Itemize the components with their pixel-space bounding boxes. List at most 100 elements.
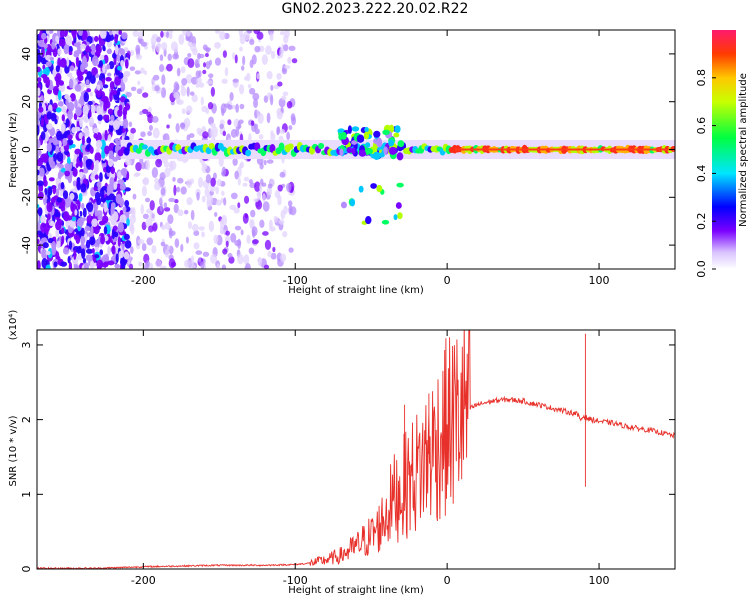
- noise-blob: [262, 231, 269, 236]
- noise-blob: [122, 118, 129, 129]
- signal-blob: [141, 144, 148, 150]
- colorbar-tick-label: 0.0: [695, 260, 708, 278]
- snr-x-ticks: -200 -100 0 100: [131, 330, 610, 587]
- noise-blob: [155, 43, 161, 53]
- noise-blob: [254, 181, 261, 193]
- noise-blob: [100, 234, 106, 245]
- noise-blob: [64, 64, 70, 74]
- noise-blob: [154, 182, 161, 191]
- noise-blob: [94, 174, 99, 180]
- noise-blob: [85, 254, 93, 262]
- noise-blob: [94, 50, 101, 58]
- noise-blob: [91, 247, 95, 254]
- noise-blob: [253, 123, 259, 130]
- noise-blob: [195, 83, 200, 88]
- noise-blob: [94, 191, 101, 202]
- noise-blob: [47, 237, 54, 244]
- noise-blob: [257, 256, 262, 267]
- noise-blob: [208, 59, 213, 66]
- noise-blob: [45, 250, 51, 256]
- noise-blob: [281, 95, 287, 101]
- noise-blob: [272, 246, 276, 253]
- noise-blob: [252, 92, 260, 101]
- noise-blob: [83, 91, 89, 103]
- noise-blob: [133, 172, 140, 178]
- noise-blob: [225, 230, 230, 236]
- noise-blob: [89, 260, 95, 269]
- y-tick-label: 20: [20, 95, 33, 109]
- noise-blob: [152, 222, 158, 232]
- noise-blob: [145, 197, 151, 203]
- noise-blob: [181, 158, 188, 164]
- noise-blob: [79, 117, 83, 128]
- noise-blob: [288, 247, 294, 253]
- noise-blob: [140, 67, 145, 74]
- noise-blob: [80, 227, 85, 237]
- noise-blob: [220, 229, 226, 234]
- noise-blob: [149, 200, 155, 211]
- noise-blob: [205, 107, 210, 114]
- noise-blob: [210, 86, 216, 97]
- noise-blob: [168, 227, 173, 239]
- noise-blob: [193, 230, 200, 237]
- noise-blob: [234, 54, 238, 64]
- noise-blob: [78, 192, 83, 202]
- noise-blob: [221, 166, 227, 177]
- noise-blob: [276, 72, 282, 80]
- noise-blob: [180, 66, 186, 74]
- disturbance-blob: [388, 139, 395, 147]
- noise-blob: [37, 39, 45, 48]
- noise-blob: [58, 80, 65, 86]
- disturbance-blob: [397, 212, 403, 220]
- noise-blob: [186, 179, 192, 188]
- noise-blob: [135, 162, 142, 172]
- noise-blob: [82, 144, 87, 156]
- noise-blob: [165, 31, 170, 39]
- noise-blob: [68, 78, 74, 89]
- noise-blob: [255, 199, 263, 210]
- noise-blob: [180, 86, 187, 97]
- noise-blob: [227, 253, 233, 258]
- noise-blob: [42, 64, 46, 70]
- noise-blob: [67, 109, 73, 121]
- noise-blob: [56, 197, 63, 203]
- noise-blob: [45, 264, 51, 269]
- disturbance-blob: [364, 126, 369, 133]
- noise-blob: [83, 114, 90, 123]
- disturbance-blob: [376, 137, 383, 147]
- noise-blob: [142, 177, 150, 186]
- noise-blob: [76, 217, 84, 227]
- noise-blob: [105, 76, 111, 82]
- noise-blob: [85, 248, 93, 254]
- y-tick-label: 0: [20, 146, 33, 153]
- noise-blob: [137, 80, 141, 86]
- noise-blob: [227, 119, 232, 126]
- disturbance-blob: [373, 130, 381, 138]
- noise-blob: [48, 177, 55, 182]
- noise-blob: [130, 127, 136, 134]
- disturbance-blob: [365, 215, 372, 225]
- noise-blob: [198, 82, 205, 88]
- noise-blob: [191, 223, 199, 232]
- noise-blob: [164, 221, 170, 230]
- noise-blob: [142, 92, 149, 98]
- noise-blob: [44, 131, 49, 142]
- noise-blob: [66, 72, 73, 78]
- noise-blob: [191, 94, 198, 103]
- noise-blob: [101, 215, 109, 224]
- noise-blob: [201, 195, 206, 203]
- signal-blob: [287, 143, 294, 150]
- noise-blob: [72, 158, 76, 168]
- y-tick-label: 40: [20, 47, 33, 61]
- colorbar-tick-label: 0.4: [695, 165, 708, 183]
- noise-blob: [277, 184, 283, 192]
- noise-blob: [98, 60, 103, 68]
- noise-blob: [270, 133, 276, 141]
- noise-blob: [237, 202, 241, 209]
- noise-blob: [175, 123, 180, 133]
- noise-blob: [276, 126, 281, 135]
- noise-blob: [205, 174, 212, 184]
- snr-series-line: [37, 330, 675, 569]
- noise-blob: [248, 247, 255, 255]
